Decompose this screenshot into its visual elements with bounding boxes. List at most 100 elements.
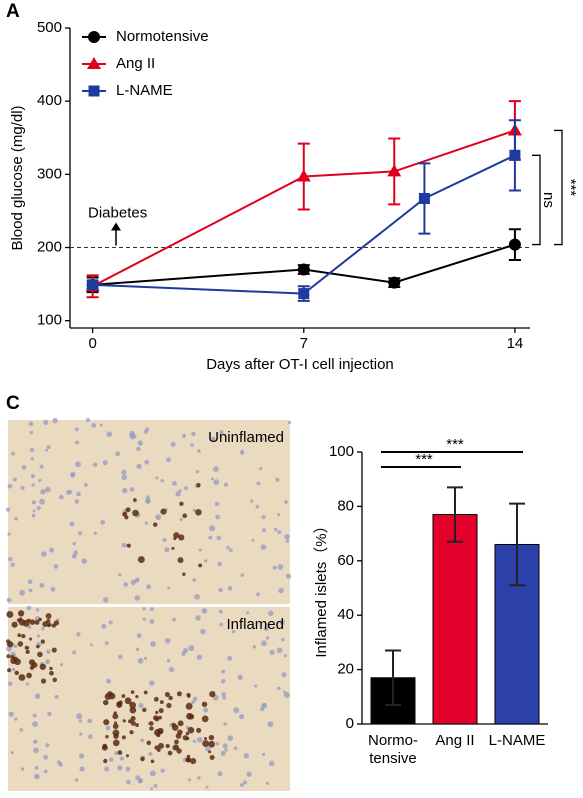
nucleus <box>8 556 13 562</box>
nucleus <box>7 532 11 536</box>
stained-cell <box>209 691 216 698</box>
nucleus <box>148 751 153 757</box>
nucleus <box>122 487 128 494</box>
stained-cell <box>166 702 172 709</box>
nucleus <box>201 608 208 614</box>
nucleus <box>29 430 34 435</box>
nucleus <box>99 423 103 427</box>
nucleus <box>276 647 283 654</box>
nucleus <box>203 707 209 713</box>
nucleus <box>243 753 250 759</box>
nucleus <box>166 457 171 463</box>
nucleus <box>79 732 83 736</box>
stained-cell <box>112 723 119 730</box>
stained-cell <box>46 619 51 624</box>
nucleus <box>34 693 41 700</box>
stained-cell <box>148 721 154 726</box>
nucleus <box>123 582 128 587</box>
nucleus <box>265 622 269 627</box>
stained-cell <box>29 619 36 625</box>
nucleus <box>149 680 155 686</box>
nucleus <box>27 625 32 629</box>
nucleus <box>170 441 176 447</box>
stained-cell <box>24 645 29 650</box>
stained-cell <box>165 743 170 749</box>
y-tick-label: 400 <box>37 92 62 109</box>
nucleus <box>89 643 93 647</box>
nucleus <box>190 443 194 447</box>
y-tick-label: 100 <box>37 312 62 329</box>
error-bar <box>447 486 463 543</box>
nucleus <box>160 768 165 773</box>
nucleus <box>281 671 287 678</box>
nucleus <box>106 678 112 684</box>
panel-label: A <box>6 1 20 22</box>
nucleus <box>261 752 266 756</box>
nucleus <box>150 641 156 647</box>
stained-cell <box>135 723 139 728</box>
nucleus <box>219 430 224 435</box>
nucleus <box>25 682 30 686</box>
stained-cell <box>187 726 195 734</box>
stained-cell <box>7 641 14 648</box>
nucleus <box>143 429 148 434</box>
nucleus <box>20 767 25 771</box>
nucleus <box>32 721 38 728</box>
nucleus <box>218 587 223 593</box>
arrow-head <box>111 222 121 231</box>
nucleus <box>221 692 226 697</box>
legend-label: Ang II <box>116 55 155 72</box>
nucleus <box>75 440 80 445</box>
nucleus <box>45 743 50 748</box>
stained-cell <box>176 691 182 697</box>
nucleus <box>14 516 19 521</box>
nucleus <box>164 637 171 644</box>
nucleus <box>7 483 13 489</box>
significance-label: *** <box>446 436 464 453</box>
stained-cell <box>173 532 180 539</box>
x-tick-label: L-NAME <box>488 732 546 749</box>
nucleus <box>140 738 145 743</box>
stained-cell <box>154 716 160 722</box>
marker <box>509 149 521 161</box>
nucleus <box>36 505 41 511</box>
nucleus <box>32 509 36 513</box>
nucleus <box>212 466 219 473</box>
nucleus <box>77 531 83 536</box>
nucleus <box>91 423 97 428</box>
y-tick-label: 500 <box>37 19 62 36</box>
nucleus <box>39 498 45 505</box>
nucleus <box>223 722 227 726</box>
marker <box>296 169 311 182</box>
stained-cell <box>146 740 152 746</box>
nucleus <box>27 579 33 585</box>
nucleus <box>210 477 214 481</box>
nucleus <box>109 757 114 762</box>
image-label: Uninflamed <box>208 429 284 446</box>
stained-cell <box>198 563 203 568</box>
nucleus <box>259 467 263 471</box>
bar <box>432 514 478 725</box>
nucleus <box>34 773 40 780</box>
stained-cell <box>40 639 46 644</box>
stained-cell <box>130 690 135 694</box>
stained-cell <box>52 677 58 683</box>
nucleus <box>153 783 158 788</box>
nucleus <box>155 476 159 480</box>
nucleus <box>78 719 83 723</box>
nucleus <box>197 449 201 453</box>
nucleus <box>227 655 233 661</box>
stained-cell <box>129 706 137 714</box>
stained-cell <box>103 719 110 726</box>
nucleus <box>255 504 260 509</box>
y-axis-label: Blood glucose (mg/dl) <box>9 105 26 250</box>
stained-cell <box>130 720 136 726</box>
nucleus <box>137 440 143 446</box>
stained-cell <box>154 729 161 736</box>
y-tick-label: 200 <box>37 238 62 255</box>
nucleus <box>136 446 141 452</box>
nucleus <box>281 638 285 642</box>
stained-cell <box>173 536 177 541</box>
nucleus <box>121 542 127 548</box>
nucleus <box>130 579 136 585</box>
